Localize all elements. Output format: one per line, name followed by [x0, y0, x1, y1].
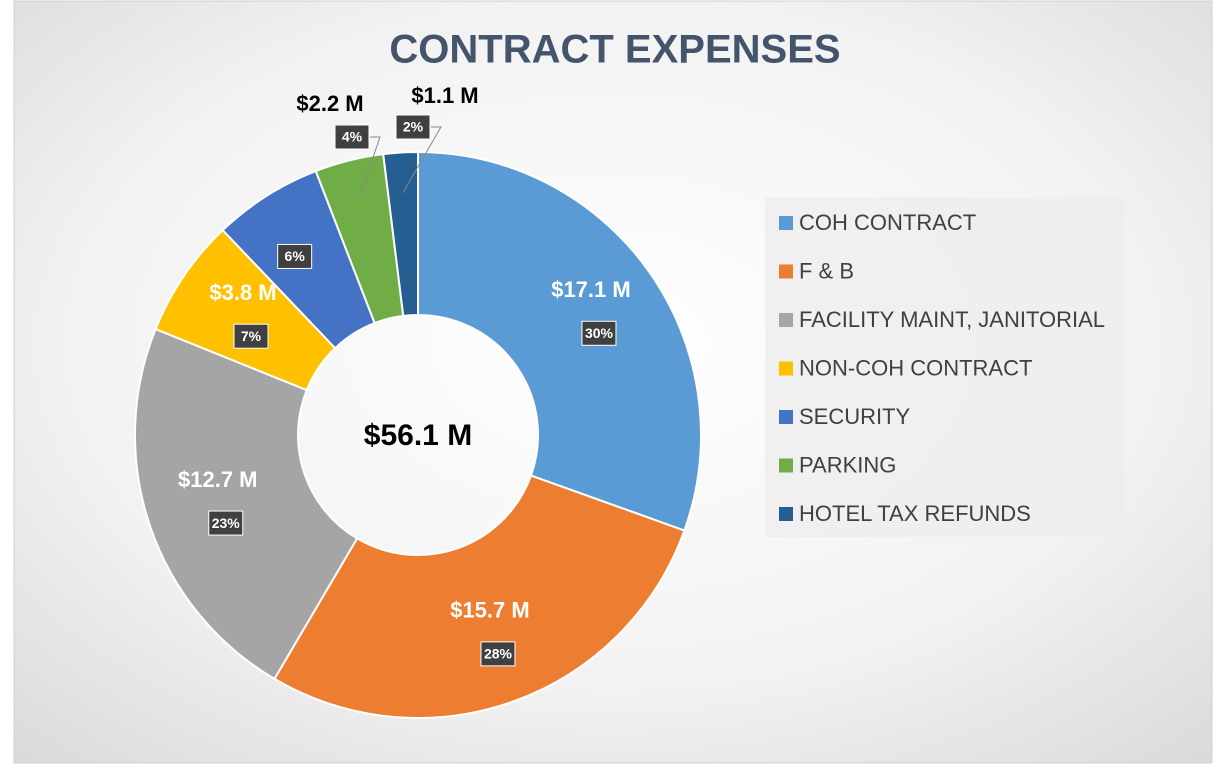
percent-box — [334, 124, 370, 150]
percent-label: 28% — [484, 646, 513, 662]
value-label: $12.7 M — [178, 467, 258, 492]
percent-label: 6% — [285, 248, 306, 264]
percent-box — [395, 114, 431, 140]
legend-label: NON-COH CONTRACT — [799, 355, 1032, 380]
legend-label: COH CONTRACT — [799, 210, 976, 235]
value-label: $15.7 M — [450, 598, 530, 623]
value-label: $3.8 M — [209, 280, 276, 305]
donut-segment — [134, 327, 359, 681]
legend-swatch — [779, 507, 793, 521]
legend-swatch — [779, 361, 793, 376]
value-label: $17.1 M — [551, 277, 631, 302]
donut-segment — [382, 150, 419, 318]
leader-line — [402, 126, 442, 193]
percent-box — [208, 510, 244, 536]
legend-swatch — [779, 313, 793, 327]
donut-segment — [273, 474, 686, 719]
percent-box — [233, 323, 269, 349]
total-label: $56.1 M — [364, 419, 472, 452]
legend-box — [765, 197, 1125, 537]
percent-box — [480, 641, 516, 667]
percent-label: 2% — [403, 119, 424, 135]
legend-swatch — [779, 264, 793, 279]
legend-swatch — [779, 410, 793, 424]
leader-line — [358, 136, 381, 200]
value-label: $2.2 M — [296, 91, 363, 116]
percent-label: 23% — [212, 515, 241, 531]
legend-label: SECURITY — [799, 404, 911, 429]
legend-swatch — [779, 458, 793, 473]
legend-label: F & B — [799, 258, 854, 283]
legend-label: FACILITY MAINT, JANITORIAL — [799, 307, 1105, 332]
legend-swatch — [779, 216, 793, 230]
percent-label: 7% — [241, 328, 262, 344]
donut-segment — [417, 150, 702, 532]
percent-box — [277, 243, 313, 269]
value-label: $1.1 M — [411, 83, 478, 108]
percent-box — [581, 320, 617, 346]
chart-title: CONTRACT EXPENSES — [389, 28, 840, 72]
legend-label: HOTEL TAX REFUNDS — [799, 501, 1031, 526]
percent-label: 4% — [342, 129, 363, 145]
legend-label: PARKING — [799, 452, 896, 477]
percent-label: 30% — [585, 325, 614, 341]
